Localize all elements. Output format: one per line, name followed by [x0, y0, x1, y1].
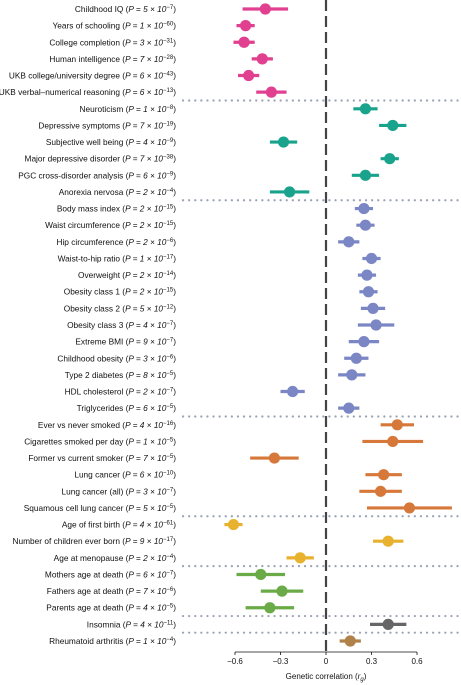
correlation-point [346, 369, 358, 381]
correlation-point [350, 352, 362, 364]
correlation-point [384, 153, 396, 165]
correlation-point [359, 169, 372, 181]
correlation-point [276, 585, 288, 597]
trait-label: Waist circumference (P = 2 × 10−15) [45, 220, 176, 230]
trait-label: Obesity class 1 (P = 2 × 10−15) [64, 287, 177, 297]
trait-label: Human intelligence (P = 7 × 10−28) [49, 54, 176, 64]
correlation-point [294, 552, 306, 564]
correlation-point [243, 69, 255, 82]
correlation-point [227, 518, 240, 531]
trait-label: UKB verbal–numerical reasoning (P = 6 × … [0, 87, 176, 97]
trait-label: Triglycerides (P = 6 × 10−5) [77, 403, 177, 413]
trait-label: Body mass index (P = 2 × 10−15) [57, 204, 176, 214]
correlation-point [344, 635, 356, 647]
correlation-point [378, 469, 390, 481]
x-tick-label: −0.3 [273, 657, 289, 666]
trait-label: Parents age at death (P = 4 × 10−5) [46, 603, 176, 613]
trait-label: Former vs current smoker (P = 7 × 10−5) [28, 453, 176, 463]
trait-label: Extreme BMI (P = 9 × 10−7) [75, 337, 176, 347]
trait-label: Fathers age at death (P = 7 × 10−6) [47, 586, 176, 596]
correlation-point [277, 136, 290, 148]
correlation-point [387, 119, 399, 132]
trait-label: Type 2 diabetes (P = 8 × 10−5) [65, 370, 176, 380]
correlation-marks [224, 3, 452, 647]
trait-label: Cigarettes smoked per day (P = 1 × 10−5) [24, 436, 176, 446]
trait-label: Major depressive disorder (P = 7 × 10−38… [25, 154, 177, 164]
trait-label: Depressive symptoms (P = 7 × 10−19) [38, 120, 176, 130]
correlation-point [359, 103, 372, 115]
trait-label: Years of schooling (P = 1 × 10−60) [52, 21, 176, 31]
correlation-point [365, 252, 378, 265]
trait-label: Hip circumference (P = 2 × 10−6) [56, 237, 176, 247]
correlation-point [283, 186, 296, 198]
trait-label: Waist-to-hip ratio (P = 1 × 10−17) [58, 253, 177, 263]
trait-label: Overweight (P = 2 × 10−14) [78, 270, 176, 280]
correlation-point [268, 452, 281, 464]
trait-label: Squamous cell lung cancer (P = 5 × 10−5) [24, 503, 177, 513]
x-tick-label: −0.6 [227, 657, 243, 666]
correlation-point [343, 402, 355, 414]
correlation-point [265, 86, 277, 98]
trait-label: Subjective well being (P = 4 × 10−9) [46, 137, 176, 147]
correlation-point [367, 302, 379, 314]
correlation-point [256, 53, 268, 65]
trait-label: Lung cancer (P = 6 × 10−10) [74, 470, 176, 480]
correlation-point [403, 502, 416, 514]
correlation-point [343, 236, 355, 248]
x-tick-label: 0 [324, 657, 329, 666]
correlation-point [370, 319, 382, 331]
correlation-point [382, 535, 394, 547]
x-axis-title: Genetic correlation (rg) [286, 672, 367, 683]
correlation-point [382, 618, 394, 630]
trait-labels: Childhood IQ (P = 5 × 10−7) Years of scho… [0, 4, 176, 646]
correlation-point [264, 602, 276, 614]
trait-label: Neuroticism (P = 1 × 10−8) [80, 104, 177, 114]
correlation-point [287, 385, 299, 398]
correlation-point [259, 3, 271, 15]
correlation-point [239, 20, 252, 32]
x-tick-label: 0.6 [411, 657, 423, 666]
correlation-point [358, 336, 370, 348]
trait-label: Childhood obesity (P = 3 × 10−6) [57, 353, 176, 363]
trait-label: Ever vs never smoked (P = 4 × 10−16) [38, 420, 176, 430]
x-tick-label: 0.3 [366, 657, 378, 666]
group-separators [181, 99, 460, 634]
correlation-point [359, 219, 372, 231]
trait-label: Insomnia (P = 4 × 10−11) [87, 619, 176, 629]
trait-label: Obesity class 3 (P = 4 × 10−7) [67, 320, 176, 330]
trait-label: Lung cancer (all) (P = 3 × 10−7) [62, 486, 177, 496]
trait-label: Obesity class 2 (P = 5 × 10−12) [64, 303, 177, 313]
correlation-point [358, 202, 370, 215]
trait-label: Childhood IQ (P = 5 × 10−7) [75, 4, 176, 14]
trait-label: Age of first birth (P = 4 × 10−61) [62, 520, 176, 530]
correlation-point [391, 419, 403, 431]
trait-label: PGC cross-disorder analysis (P = 6 × 10−… [18, 170, 176, 180]
correlation-point [375, 485, 387, 497]
correlation-point [361, 269, 373, 281]
trait-label: Rheumatoid arthritis (P = 1 × 10−4) [49, 636, 176, 646]
correlation-point [255, 568, 267, 581]
trait-label: Number of children ever born (P = 9 × 10… [13, 536, 177, 546]
trait-label: Anorexia nervosa (P = 2 × 10−4) [59, 187, 176, 197]
trait-label: Age at menopause (P = 2 × 10−4) [54, 553, 177, 563]
x-axis: −0.6 −0.3 0 0.3 0.6 Genetic correlation (rg) [227, 651, 423, 683]
correlation-point [387, 435, 399, 448]
correlation-point [238, 36, 250, 48]
trait-label: HDL cholesterol (P = 2 × 10−7) [65, 387, 177, 397]
trait-label: UKB college/university degree (P = 6 × 1… [9, 71, 176, 81]
correlation-point [362, 286, 375, 298]
trait-label: Mothers age at death (P = 6 × 10−7) [45, 569, 176, 579]
trait-label: College completion (P = 3 × 10−31) [49, 37, 176, 47]
